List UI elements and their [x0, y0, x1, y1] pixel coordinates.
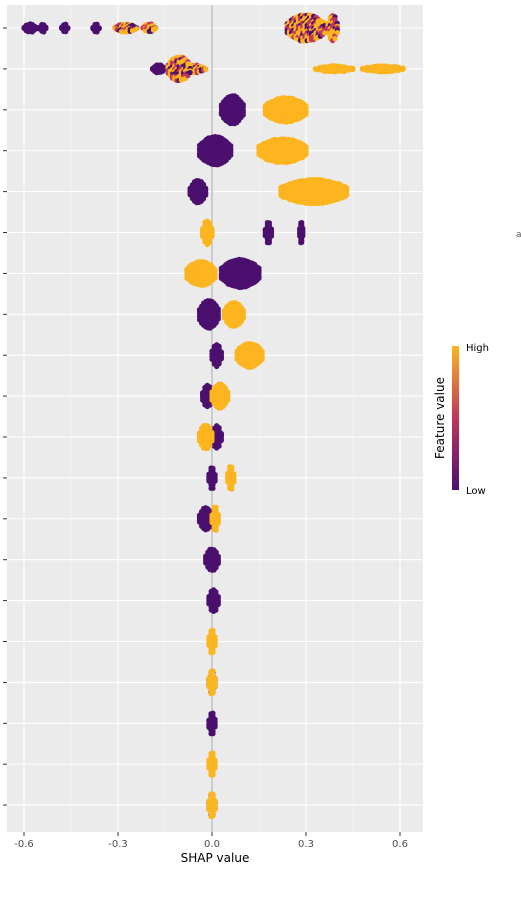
shap-point	[213, 607, 219, 613]
shap-point	[334, 29, 340, 36]
shap-point	[218, 356, 224, 362]
shap-point	[218, 437, 224, 443]
shap-point	[210, 485, 216, 491]
shap-point	[153, 26, 159, 32]
shap-point	[212, 724, 218, 730]
shap-point	[213, 320, 219, 326]
shap-point	[134, 26, 140, 32]
shap-point	[207, 402, 213, 408]
shap-point	[210, 649, 216, 655]
shap-point	[207, 443, 213, 449]
shap-point	[43, 25, 49, 32]
shap-point	[216, 361, 222, 367]
shap-point	[240, 315, 246, 321]
shap-point	[215, 520, 221, 526]
shap-point	[187, 69, 193, 76]
shap-point	[225, 397, 231, 403]
shap-point	[212, 683, 218, 689]
shap-point	[207, 524, 213, 530]
legend-low-label: Low	[466, 486, 486, 497]
shap-point	[303, 151, 309, 157]
shap-point	[215, 560, 221, 567]
shap-point	[266, 240, 272, 246]
shap-point	[229, 486, 235, 492]
shap-point	[228, 152, 234, 158]
legend-high-label: High	[466, 343, 489, 354]
shap-point	[231, 479, 237, 485]
shap-point	[212, 643, 218, 649]
shap-point	[213, 527, 219, 533]
legend-title: Feature value	[433, 377, 447, 459]
shap-point	[212, 765, 218, 771]
plot-panel	[7, 5, 423, 832]
x-tick-label: 0.0	[204, 839, 220, 850]
shap-point	[344, 192, 350, 198]
shap-point	[300, 233, 306, 239]
clipped-label: a	[516, 230, 521, 240]
legend-color-bar	[452, 346, 459, 490]
shap-point	[400, 66, 406, 72]
x-tick-label: -0.6	[14, 839, 34, 850]
color-legend: High Low Feature value	[433, 343, 489, 497]
x-tick-label: -0.3	[108, 839, 128, 850]
shap-point	[212, 807, 218, 813]
shap-point	[96, 26, 102, 32]
x-tick-label: 0.3	[298, 839, 314, 850]
shap-point	[332, 36, 338, 42]
shap-point	[212, 478, 218, 484]
shap-point	[350, 66, 356, 72]
shap-point	[268, 233, 275, 239]
shap-point	[256, 275, 262, 281]
shap-point	[210, 731, 216, 737]
x-tick-label: 0.6	[392, 839, 408, 850]
shap-point	[203, 192, 209, 198]
y-axis-ticks	[3, 27, 7, 806]
shap-point	[203, 66, 209, 72]
shap-point	[210, 813, 216, 819]
data-points	[21, 12, 406, 820]
shap-point	[216, 443, 222, 449]
shap-point	[209, 438, 215, 444]
x-axis-ticks: -0.6 -0.3 0.0 0.3 0.6	[14, 832, 408, 850]
x-axis-title: SHAP value	[181, 851, 250, 865]
shap-point	[210, 690, 216, 696]
shap-point	[215, 316, 221, 322]
shap-point	[207, 239, 213, 245]
shap-point	[210, 772, 216, 778]
shap-point	[259, 356, 265, 363]
shap-point	[303, 111, 309, 117]
shap-point	[240, 112, 246, 118]
shap-point	[299, 239, 305, 245]
shap-point	[215, 601, 221, 608]
shap-point	[213, 564, 219, 571]
shap-point	[212, 275, 218, 281]
shap-point	[65, 25, 71, 31]
shap-point	[209, 233, 215, 239]
